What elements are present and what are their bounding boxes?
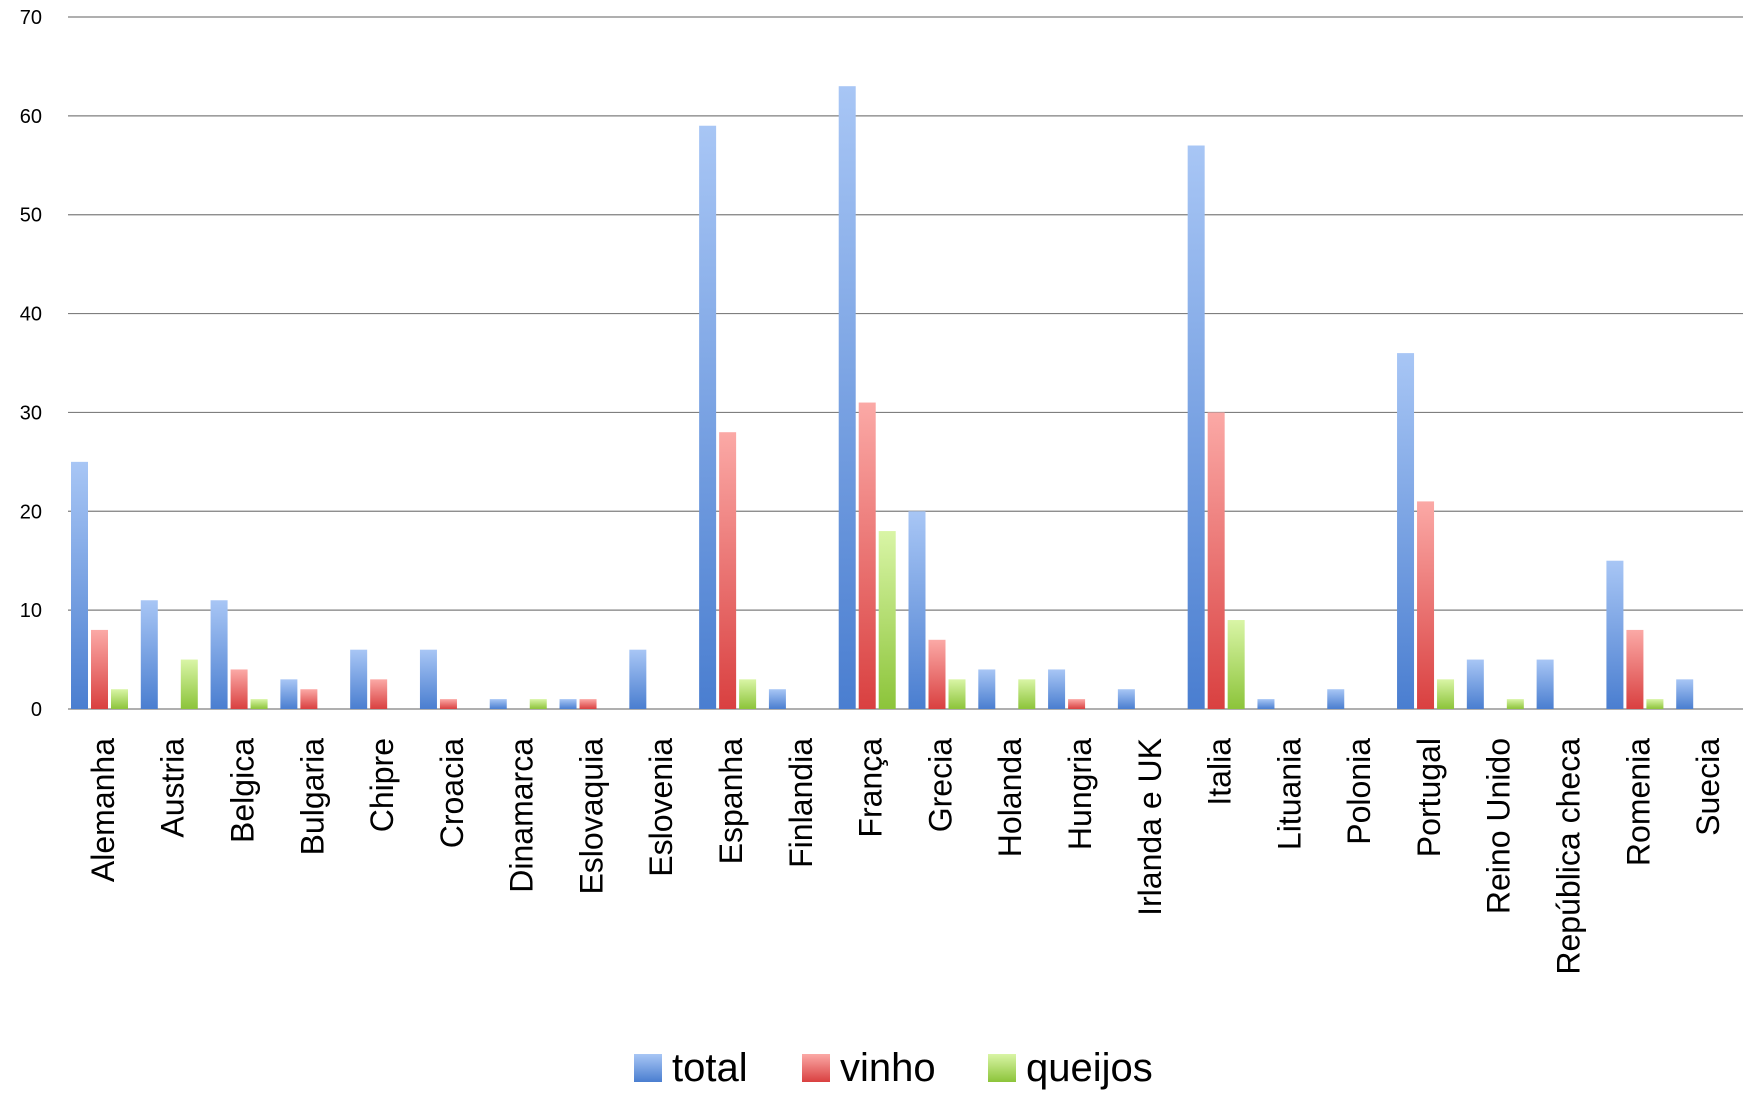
- category-label: Suecia: [1690, 738, 1726, 836]
- bar-vinho-9: [719, 432, 737, 709]
- category-label: Eslovenia: [643, 738, 679, 877]
- category-label: Croacia: [434, 738, 470, 848]
- bar-total-8: [629, 649, 647, 709]
- bar-total-16: [1187, 145, 1205, 709]
- y-tick-label: 20: [20, 501, 42, 523]
- bar-queijos-11: [878, 531, 896, 709]
- legend-label-total: total: [672, 1046, 748, 1090]
- bar-total-11: [838, 86, 856, 709]
- bar-total-3: [280, 679, 298, 709]
- y-tick-label: 30: [20, 402, 42, 424]
- legend: total vinho queijos: [634, 1046, 1153, 1090]
- bar-total-13: [978, 669, 996, 709]
- legend-label-queijos: queijos: [1026, 1046, 1153, 1090]
- bar-vinho-16: [1207, 412, 1225, 709]
- bar-total-17: [1257, 699, 1275, 709]
- category-label: Irlanda e UK: [1132, 738, 1168, 916]
- bar-vinho-22: [1626, 629, 1644, 709]
- bar-total-6: [489, 699, 507, 709]
- bar-queijos-19: [1437, 679, 1455, 709]
- category-label: França: [853, 738, 889, 838]
- category-label: Espanha: [713, 738, 749, 865]
- bar-total-18: [1327, 689, 1345, 709]
- bar-vinho-3: [300, 689, 318, 709]
- bar-vinho-7: [579, 699, 597, 709]
- bar-total-20: [1466, 659, 1484, 709]
- bar-vinho-14: [1068, 699, 1086, 709]
- bar-queijos-9: [739, 679, 757, 709]
- bar-total-0: [71, 461, 88, 709]
- bar-total-1: [140, 600, 158, 709]
- bars: [71, 86, 1694, 709]
- bar-vinho-5: [439, 699, 457, 709]
- category-label: Belgica: [224, 738, 260, 843]
- category-label: Polonia: [1341, 738, 1377, 845]
- category-label: República checa: [1551, 738, 1587, 975]
- category-label: Grecia: [922, 738, 958, 832]
- bar-vinho-11: [858, 402, 876, 709]
- bar-vinho-0: [91, 629, 108, 709]
- category-label: Hungria: [1062, 738, 1098, 850]
- gridlines: [68, 16, 1743, 710]
- bar-total-19: [1397, 353, 1415, 709]
- category-label: Eslovaquia: [573, 738, 609, 895]
- bar-total-10: [768, 689, 786, 709]
- legend-swatch-vinho: [802, 1054, 830, 1082]
- bar-queijos-1: [180, 659, 198, 709]
- bar-queijos-2: [250, 699, 268, 709]
- category-label: Bulgaria: [294, 738, 330, 856]
- category-label: Portugal: [1411, 738, 1447, 857]
- bar-queijos-20: [1506, 699, 1524, 709]
- y-tick-label: 10: [20, 600, 42, 622]
- bar-total-5: [419, 649, 437, 709]
- bar-total-22: [1606, 560, 1624, 709]
- category-label: Chipre: [364, 738, 400, 832]
- y-axis-tick-labels: 0 10 20 30 40 50 60 70: [20, 7, 42, 721]
- bar-queijos-13: [1018, 679, 1036, 709]
- bar-vinho-2: [230, 669, 248, 709]
- bar-queijos-12: [948, 679, 966, 709]
- category-label: Lituania: [1271, 738, 1307, 850]
- y-tick-label: 50: [20, 205, 42, 227]
- bar-total-12: [908, 511, 926, 709]
- category-label: Holanda: [992, 738, 1028, 857]
- bar-queijos-16: [1227, 620, 1245, 709]
- bar-total-23: [1676, 679, 1694, 709]
- category-label: Italia: [1202, 738, 1238, 806]
- x-axis-category-labels: Alemanha Austria Belgica Bulgaria Chipre Croa…: [85, 738, 1726, 975]
- bar-total-14: [1048, 669, 1066, 709]
- bar-total-15: [1117, 689, 1135, 709]
- y-tick-label: 70: [20, 7, 42, 29]
- bar-queijos-22: [1646, 699, 1664, 709]
- category-label: Reino Unido: [1481, 738, 1517, 914]
- category-label: Alemanha: [85, 738, 121, 882]
- bar-queijos-0: [111, 689, 128, 709]
- bar-total-4: [350, 649, 368, 709]
- y-tick-label: 40: [20, 304, 42, 326]
- y-tick-label: 0: [31, 699, 42, 721]
- y-tick-label: 60: [20, 106, 42, 128]
- bar-total-7: [559, 699, 577, 709]
- category-label: Finlandia: [783, 738, 819, 868]
- bar-total-21: [1536, 659, 1554, 709]
- category-label: Austria: [155, 738, 191, 838]
- bar-vinho-19: [1417, 501, 1435, 709]
- legend-swatch-total: [634, 1054, 662, 1082]
- legend-label-vinho: vinho: [840, 1046, 936, 1090]
- bar-total-2: [210, 600, 228, 709]
- bar-queijos-6: [529, 699, 547, 709]
- legend-swatch-queijos: [988, 1054, 1016, 1082]
- bar-vinho-12: [928, 639, 946, 709]
- category-label: Dinamarca: [504, 738, 540, 893]
- bar-total-9: [699, 125, 717, 709]
- category-label: Romenia: [1620, 738, 1656, 866]
- bar-vinho-4: [370, 679, 388, 709]
